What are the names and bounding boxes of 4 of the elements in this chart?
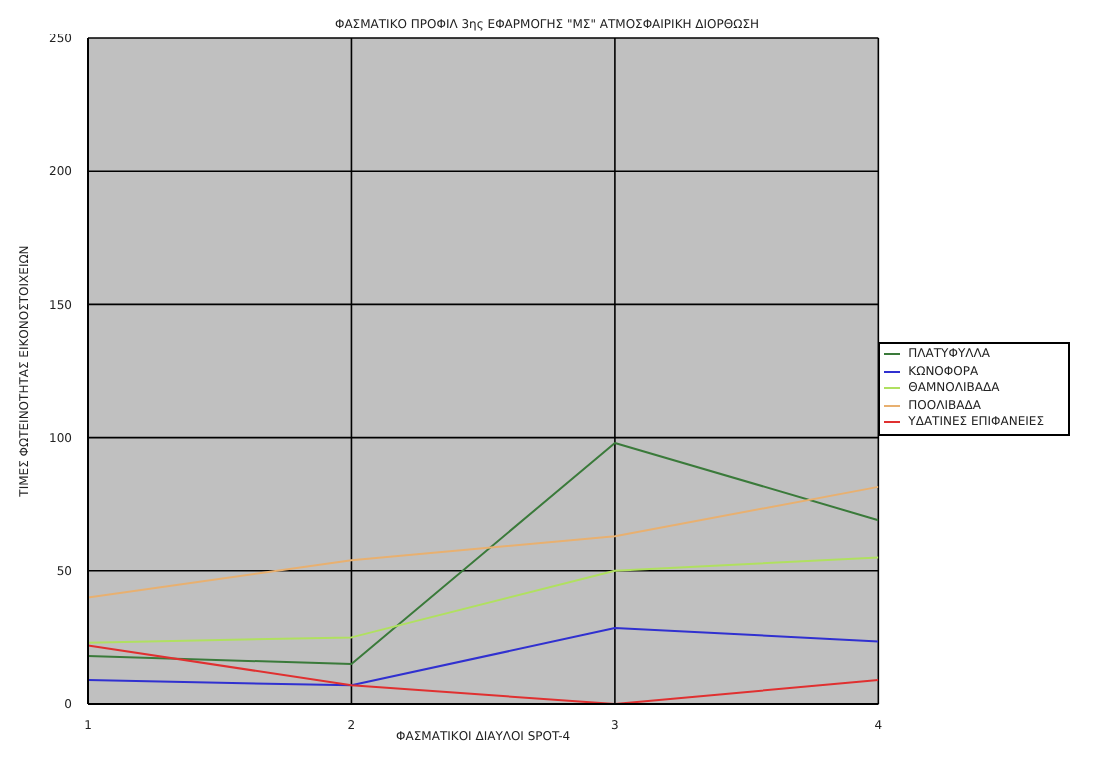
line-series — [88, 627, 879, 687]
line-series — [88, 556, 879, 644]
line-series — [88, 441, 879, 666]
line-series — [88, 485, 879, 599]
